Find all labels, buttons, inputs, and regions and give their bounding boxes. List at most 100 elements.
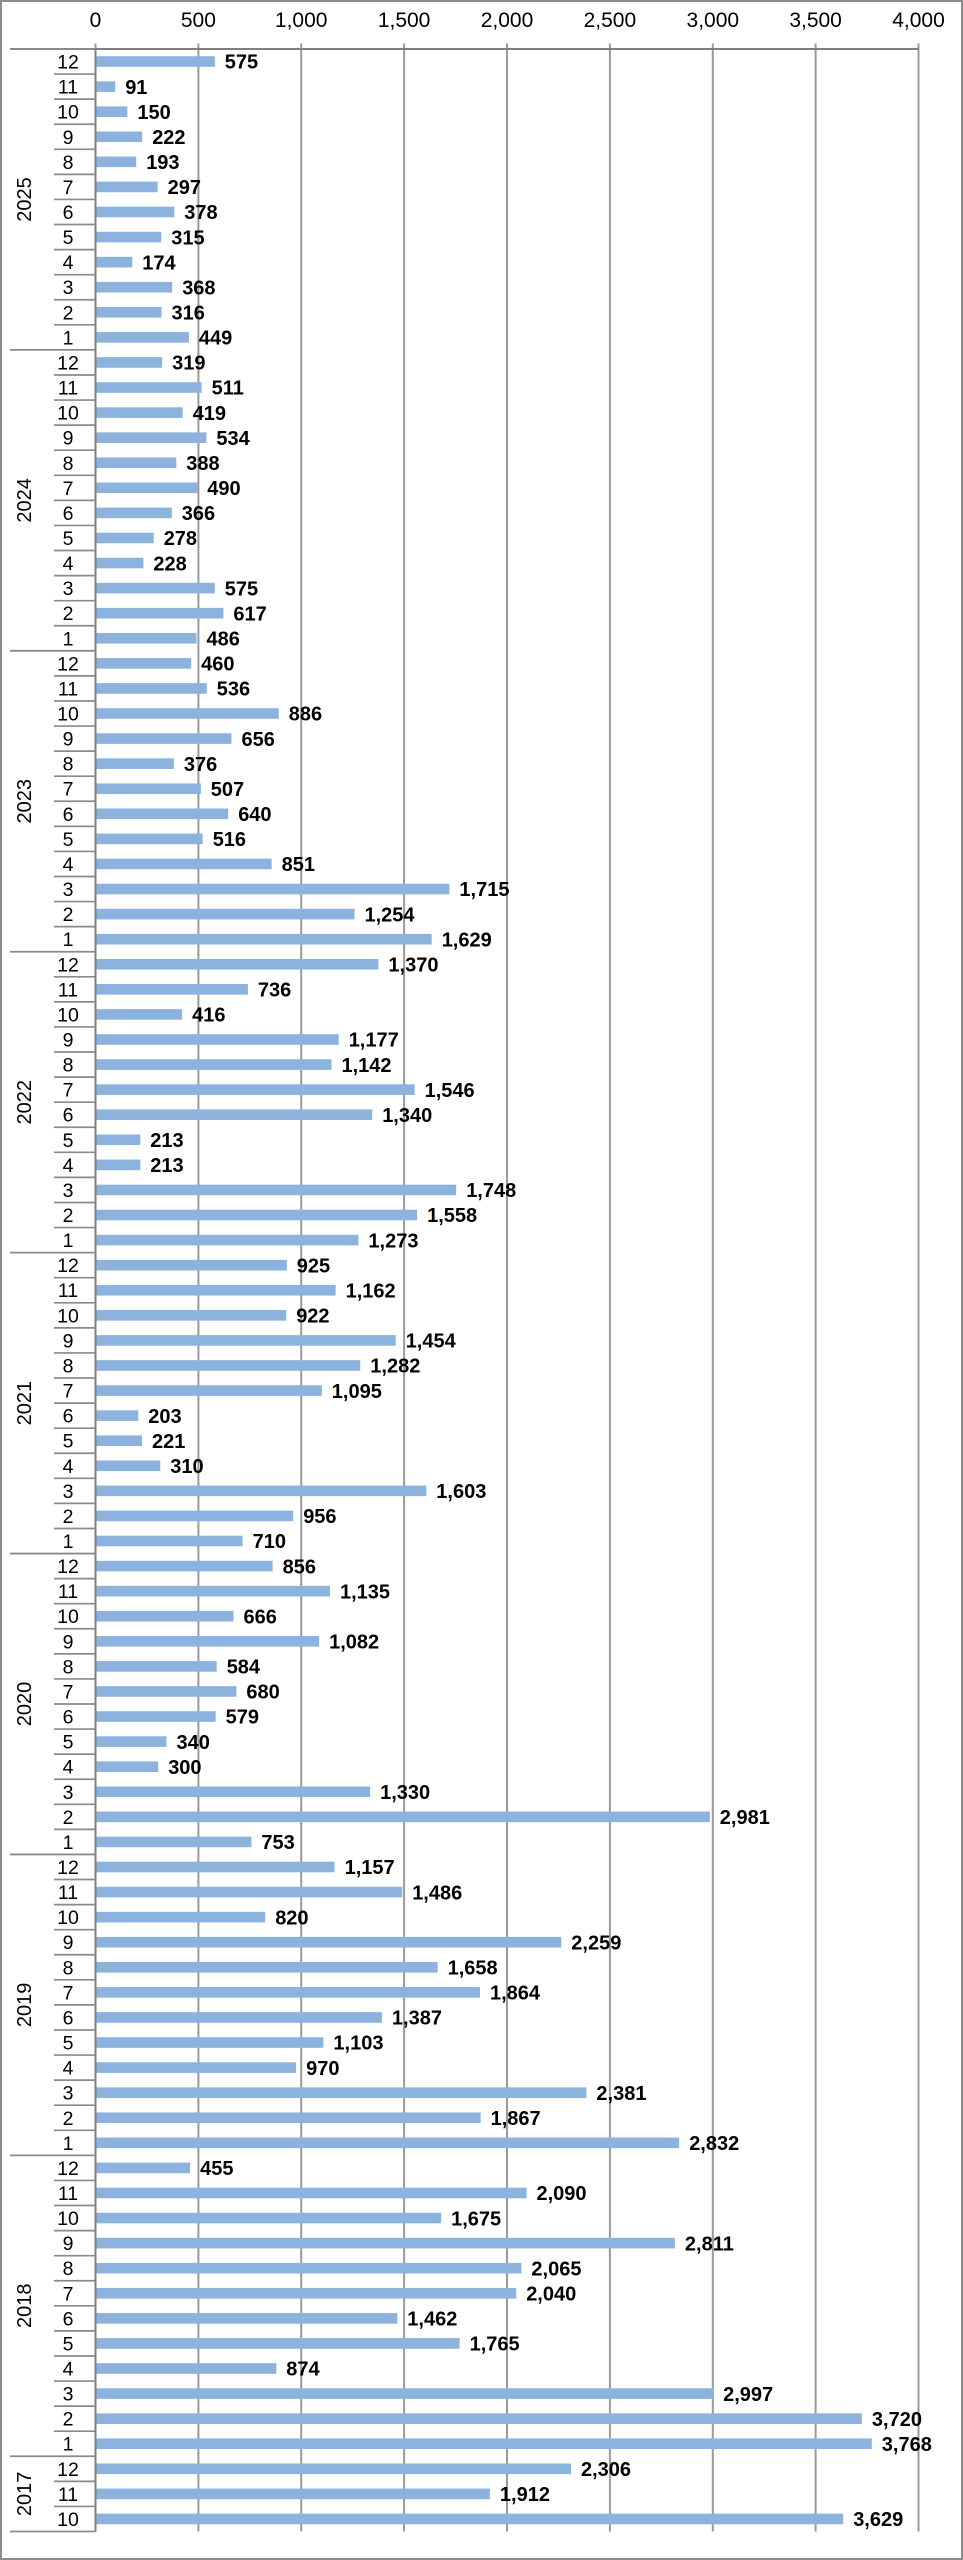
svg-text:455: 455	[200, 2158, 233, 2180]
svg-text:2,381: 2,381	[596, 2083, 646, 2105]
svg-text:8: 8	[63, 1656, 74, 1678]
svg-text:222: 222	[152, 127, 185, 149]
svg-text:922: 922	[296, 1306, 329, 1328]
svg-text:221: 221	[152, 1431, 185, 1453]
svg-text:575: 575	[225, 52, 258, 74]
svg-text:3: 3	[63, 1481, 74, 1503]
svg-text:10: 10	[57, 1004, 79, 1026]
svg-text:4: 4	[63, 1155, 74, 1177]
svg-text:1: 1	[63, 1832, 74, 1854]
svg-text:6: 6	[63, 503, 74, 525]
svg-text:2: 2	[63, 1807, 74, 1829]
svg-text:486: 486	[207, 628, 240, 650]
svg-text:319: 319	[172, 353, 205, 375]
svg-text:12: 12	[57, 954, 79, 976]
svg-text:228: 228	[153, 553, 186, 575]
svg-text:3: 3	[63, 1180, 74, 1202]
svg-text:11: 11	[58, 2183, 78, 2205]
svg-text:2,259: 2,259	[571, 1932, 621, 1954]
svg-text:5: 5	[63, 1732, 74, 1754]
svg-text:5: 5	[63, 1130, 74, 1152]
svg-text:5: 5	[63, 2033, 74, 2055]
svg-text:3: 3	[63, 2384, 74, 2406]
svg-text:8: 8	[63, 1356, 74, 1378]
svg-text:6: 6	[63, 1105, 74, 1127]
svg-text:4: 4	[63, 2359, 74, 2381]
svg-text:193: 193	[146, 152, 179, 174]
svg-text:12: 12	[57, 2459, 79, 2481]
svg-text:8: 8	[63, 754, 74, 776]
svg-text:1,765: 1,765	[470, 2334, 520, 2356]
svg-text:1,340: 1,340	[382, 1105, 432, 1127]
svg-text:3,720: 3,720	[872, 2409, 922, 2431]
svg-text:5: 5	[63, 2333, 74, 2355]
svg-text:10: 10	[57, 1305, 79, 1327]
svg-text:1,282: 1,282	[370, 1356, 420, 1378]
svg-text:2,997: 2,997	[723, 2384, 773, 2406]
svg-text:579: 579	[226, 1707, 259, 1729]
svg-text:2021: 2021	[14, 1381, 36, 1426]
svg-text:1,748: 1,748	[466, 1180, 516, 1202]
svg-text:8: 8	[63, 1957, 74, 1979]
svg-text:12: 12	[57, 1556, 79, 1578]
svg-text:419: 419	[193, 403, 226, 425]
svg-text:12: 12	[57, 2158, 79, 2180]
svg-text:11: 11	[58, 77, 78, 99]
svg-text:3: 3	[63, 1782, 74, 1804]
svg-text:1: 1	[63, 1230, 74, 1252]
svg-text:3: 3	[63, 2083, 74, 2105]
svg-text:4: 4	[63, 553, 74, 575]
svg-text:12: 12	[57, 52, 79, 74]
svg-text:3,768: 3,768	[882, 2434, 932, 2456]
svg-text:2019: 2019	[14, 1983, 36, 2028]
svg-text:340: 340	[177, 1732, 210, 1754]
svg-text:7: 7	[63, 1381, 74, 1403]
svg-text:1,500: 1,500	[378, 9, 431, 32]
svg-text:7: 7	[63, 177, 74, 199]
svg-text:378: 378	[184, 202, 217, 224]
svg-text:1,162: 1,162	[346, 1280, 396, 1302]
svg-text:666: 666	[244, 1606, 277, 1628]
svg-text:2022: 2022	[14, 1080, 36, 1125]
svg-text:1,454: 1,454	[406, 1331, 457, 1353]
svg-text:1: 1	[63, 628, 74, 650]
svg-text:8: 8	[63, 2258, 74, 2280]
svg-text:1,095: 1,095	[332, 1381, 382, 1403]
svg-text:1,629: 1,629	[442, 929, 492, 951]
svg-text:2,065: 2,065	[531, 2258, 581, 2280]
svg-text:366: 366	[182, 503, 215, 525]
svg-text:10: 10	[57, 2208, 79, 2230]
svg-text:3,500: 3,500	[789, 9, 842, 32]
svg-text:1,603: 1,603	[436, 1481, 486, 1503]
svg-text:680: 680	[246, 1682, 279, 1704]
svg-text:4: 4	[63, 252, 74, 274]
svg-text:7: 7	[63, 478, 74, 500]
svg-text:1,864: 1,864	[490, 1983, 541, 2005]
svg-text:8: 8	[63, 453, 74, 475]
svg-text:10: 10	[57, 2509, 79, 2531]
svg-text:656: 656	[242, 729, 275, 751]
svg-text:11: 11	[58, 378, 78, 400]
svg-text:6: 6	[63, 2308, 74, 2330]
svg-text:9: 9	[63, 1932, 74, 1954]
svg-text:12: 12	[57, 653, 79, 675]
svg-text:2018: 2018	[14, 2284, 36, 2329]
svg-text:1,330: 1,330	[380, 1782, 430, 1804]
svg-text:203: 203	[148, 1406, 181, 1428]
svg-text:507: 507	[211, 779, 244, 801]
svg-text:1,387: 1,387	[392, 2008, 442, 2030]
svg-text:1,370: 1,370	[388, 954, 438, 976]
svg-text:534: 534	[216, 428, 250, 450]
svg-text:12: 12	[57, 1857, 79, 1879]
svg-text:3,000: 3,000	[687, 9, 740, 32]
svg-text:11: 11	[58, 979, 78, 1001]
svg-text:416: 416	[192, 1005, 225, 1027]
svg-text:1,135: 1,135	[340, 1581, 390, 1603]
svg-text:315: 315	[171, 227, 204, 249]
svg-text:1,000: 1,000	[275, 9, 328, 32]
svg-text:584: 584	[227, 1657, 261, 1679]
svg-text:2: 2	[63, 904, 74, 926]
svg-text:9: 9	[63, 1330, 74, 1352]
svg-text:4: 4	[63, 1456, 74, 1478]
svg-text:1,103: 1,103	[333, 2033, 383, 2055]
